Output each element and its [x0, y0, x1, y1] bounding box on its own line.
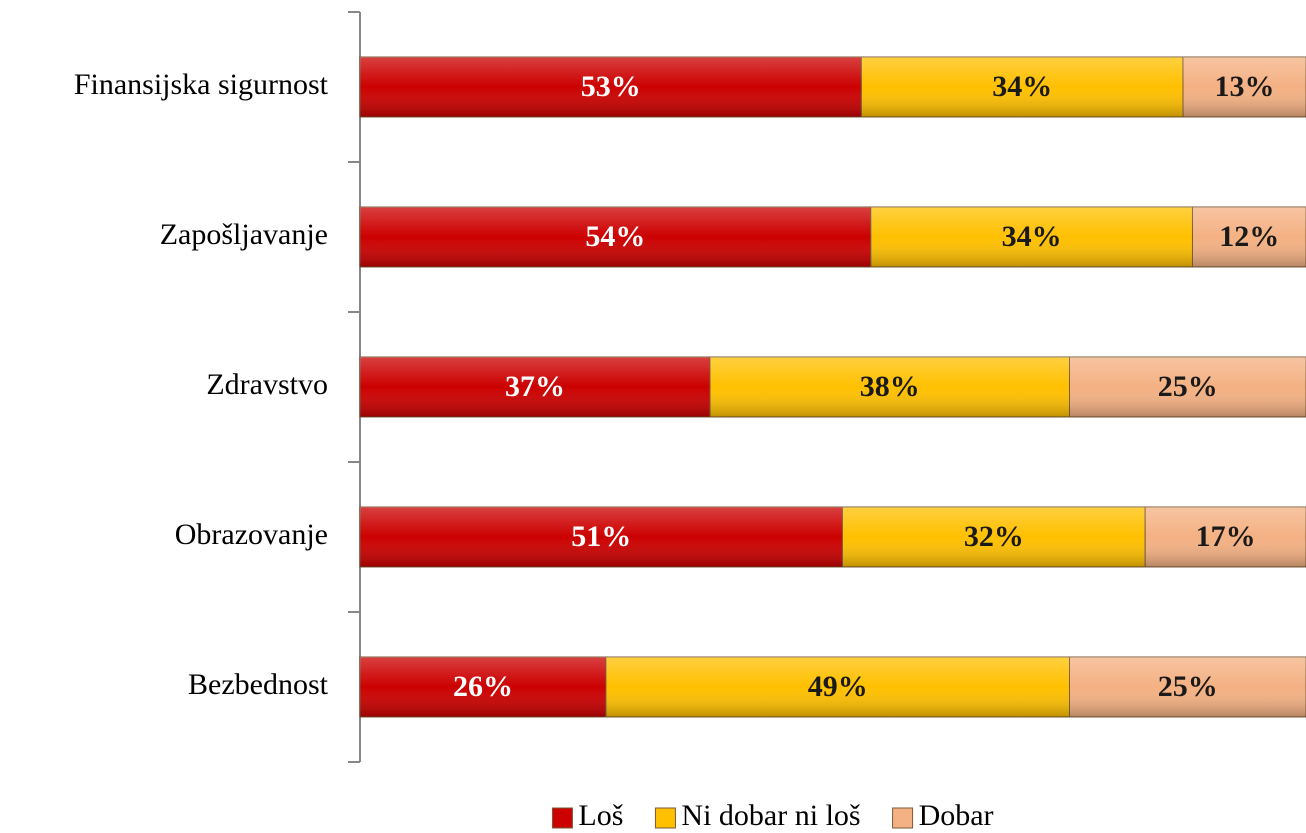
- bar-shade: [605, 657, 1070, 717]
- value-label: 34%: [992, 70, 1052, 103]
- value-label: 13%: [1215, 70, 1275, 103]
- value-label: 25%: [1158, 370, 1218, 403]
- legend-label: Loš: [578, 799, 623, 832]
- category-label: Finansijska sigurnost: [74, 68, 329, 101]
- value-label: 26%: [453, 670, 513, 703]
- bar-shade: [1069, 357, 1306, 417]
- bar-shade: [360, 57, 862, 117]
- value-label: 17%: [1196, 520, 1256, 553]
- value-label: 49%: [808, 670, 868, 703]
- bar-shade: [360, 207, 871, 267]
- bar-shade: [870, 207, 1193, 267]
- bar-shade: [1192, 207, 1306, 267]
- bar-shade: [1183, 57, 1306, 117]
- category-label: Bezbednost: [188, 668, 329, 701]
- legend-swatch: [654, 807, 676, 829]
- value-label: 54%: [585, 220, 645, 253]
- bar-shade: [842, 507, 1146, 567]
- value-label: 53%: [581, 70, 641, 103]
- category-label: Zdravstvo: [206, 368, 328, 401]
- bar-shade: [710, 357, 1070, 417]
- value-label: 37%: [505, 370, 565, 403]
- legend-swatch: [892, 807, 914, 829]
- bar-shade: [1069, 657, 1306, 717]
- bar-shade: [360, 657, 606, 717]
- bar-shade: [861, 57, 1184, 117]
- bar-shade: [360, 507, 843, 567]
- bar-shade: [1145, 507, 1306, 567]
- value-label: 34%: [1002, 220, 1062, 253]
- value-label: 25%: [1158, 670, 1218, 703]
- category-label: Obrazovanje: [175, 518, 328, 551]
- value-label: 51%: [571, 520, 631, 553]
- legend-swatch: [551, 807, 573, 829]
- value-label: 32%: [964, 520, 1024, 553]
- value-label: 12%: [1219, 220, 1279, 253]
- legend-label: Dobar: [919, 799, 994, 832]
- legend-label: Ni dobar ni loš: [681, 799, 860, 832]
- category-label: Zapošljavanje: [160, 218, 328, 251]
- bar-shade: [360, 357, 711, 417]
- value-label: 38%: [860, 370, 920, 403]
